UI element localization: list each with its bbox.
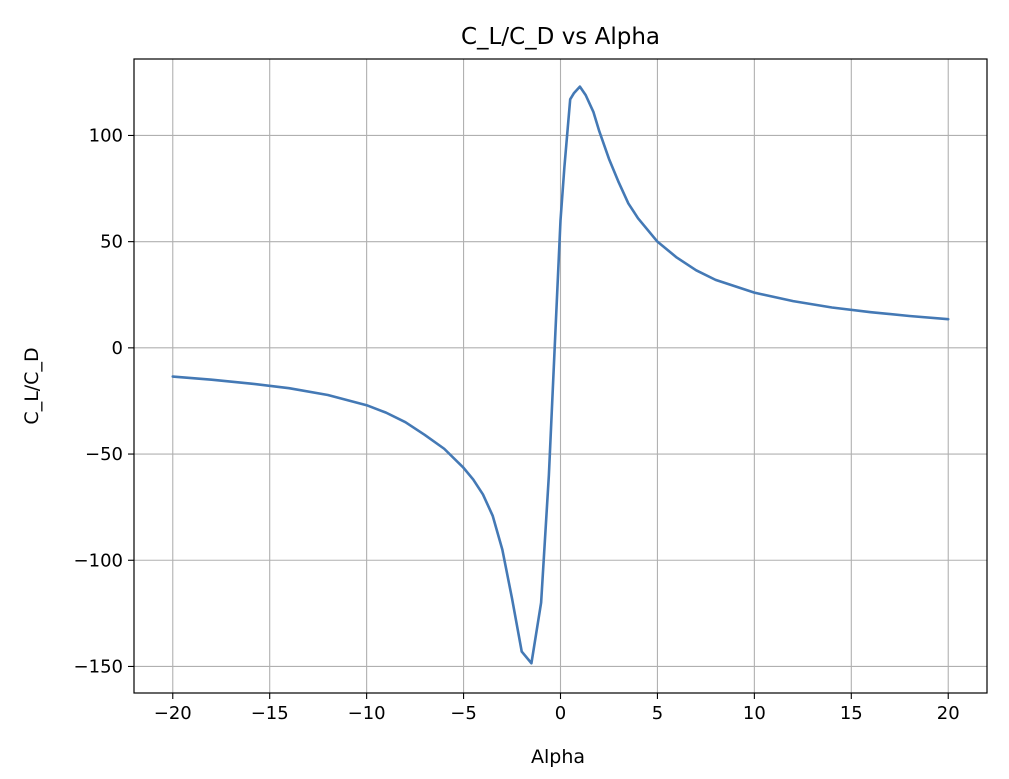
series-line bbox=[171, 85, 950, 665]
x-tick-label: −5 bbox=[450, 703, 477, 724]
y-tick-label: −50 bbox=[85, 444, 123, 465]
y-tick-label: 50 bbox=[100, 232, 123, 253]
x-tick-label: 20 bbox=[937, 703, 960, 724]
x-tick-label: −15 bbox=[251, 703, 289, 724]
x-tick-label: −10 bbox=[348, 703, 386, 724]
chart-title: C_L/C_D vs Alpha bbox=[461, 24, 660, 50]
y-tick-label: −150 bbox=[74, 656, 123, 677]
x-axis-label: Alpha bbox=[531, 746, 585, 768]
y-axis-label: C_L/C_D bbox=[21, 347, 43, 424]
x-tick-label: 15 bbox=[840, 703, 863, 724]
y-tick-label: 100 bbox=[89, 125, 123, 146]
x-tick-label: 0 bbox=[555, 703, 566, 724]
y-tick-label: −100 bbox=[74, 550, 123, 571]
x-tick-label: −20 bbox=[154, 703, 192, 724]
x-tick-label: 10 bbox=[743, 703, 766, 724]
y-tick-label: 0 bbox=[112, 338, 123, 359]
x-tick-label: 5 bbox=[652, 703, 663, 724]
